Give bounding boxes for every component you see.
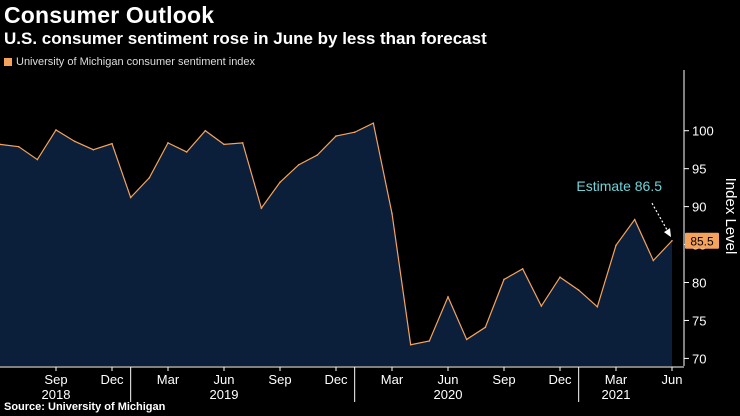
x-tick-label: Jun (662, 372, 683, 387)
data-point (204, 129, 207, 132)
legend-swatch (4, 58, 12, 66)
data-point (129, 196, 132, 199)
chart-subtitle: U.S. consumer sentiment rose in June by … (4, 29, 487, 48)
last-value-box (685, 232, 719, 249)
series-area (0, 123, 672, 366)
data-point (223, 143, 225, 146)
chart-title: Consumer Outlook (4, 2, 215, 28)
data-point (521, 268, 524, 270)
data-point (409, 343, 412, 346)
estimate-annotation: Estimate 86.5 (576, 178, 662, 194)
data-point (92, 148, 95, 151)
x-tick-label: Dec (324, 372, 348, 387)
data-point (260, 207, 263, 209)
data-point (316, 154, 319, 156)
year-label: 2021 (602, 387, 631, 402)
data-point (633, 218, 636, 221)
data-point (540, 305, 543, 307)
data-point (596, 306, 599, 308)
legend-label: University of Michigan consumer sentimen… (16, 56, 256, 68)
data-point (297, 164, 300, 166)
y-tick-label: 100 (692, 124, 714, 139)
y-tick-label: 95 (692, 162, 706, 177)
y-axis-label: Index Level (722, 178, 739, 255)
year-label: 2018 (42, 387, 71, 402)
x-tick-label: Jun (438, 372, 459, 387)
y-tick-label: 80 (692, 276, 706, 291)
data-point (503, 278, 505, 281)
x-tick-label: Mar (381, 372, 404, 387)
data-point (577, 289, 580, 291)
y-tick-label: 90 (692, 200, 706, 215)
estimate-arrow-head (664, 228, 671, 238)
data-point (428, 340, 431, 342)
data-point (73, 140, 76, 143)
x-tick-label: Jun (214, 372, 235, 387)
data-point (559, 276, 561, 279)
data-point (391, 212, 393, 215)
data-point (652, 259, 655, 262)
data-point (55, 129, 57, 131)
data-point (465, 338, 468, 341)
x-tick-label: Mar (605, 372, 628, 387)
data-point (148, 176, 151, 179)
data-point (0, 143, 1, 146)
year-label: 2019 (210, 387, 239, 402)
legend: University of Michigan consumer sentimen… (4, 56, 255, 68)
source-note: Source: University of Michigan (4, 401, 166, 413)
last-value-label: 85.5 (690, 234, 714, 248)
data-point (17, 145, 20, 148)
data-point (615, 244, 617, 247)
data-point (185, 151, 188, 153)
data-point (335, 135, 337, 137)
x-tick-label: Sep (492, 372, 515, 387)
x-tick-label: Mar (157, 372, 180, 387)
data-point (372, 122, 375, 124)
x-tick-label: Sep (268, 372, 291, 387)
data-point (167, 142, 169, 144)
x-tick-label: Dec (548, 372, 572, 387)
data-point (279, 181, 281, 184)
y-tick-label: 75 (692, 313, 706, 328)
x-tick-label: Sep (44, 372, 67, 387)
data-point (241, 142, 244, 144)
data-point (111, 142, 113, 145)
data-point (671, 239, 673, 242)
year-label: 2020 (434, 387, 463, 402)
data-point (353, 131, 356, 134)
y-tick-label: 70 (692, 351, 706, 366)
x-tick-label: Dec (100, 372, 124, 387)
data-point (484, 326, 487, 329)
data-point (36, 158, 39, 161)
data-point (447, 296, 449, 298)
